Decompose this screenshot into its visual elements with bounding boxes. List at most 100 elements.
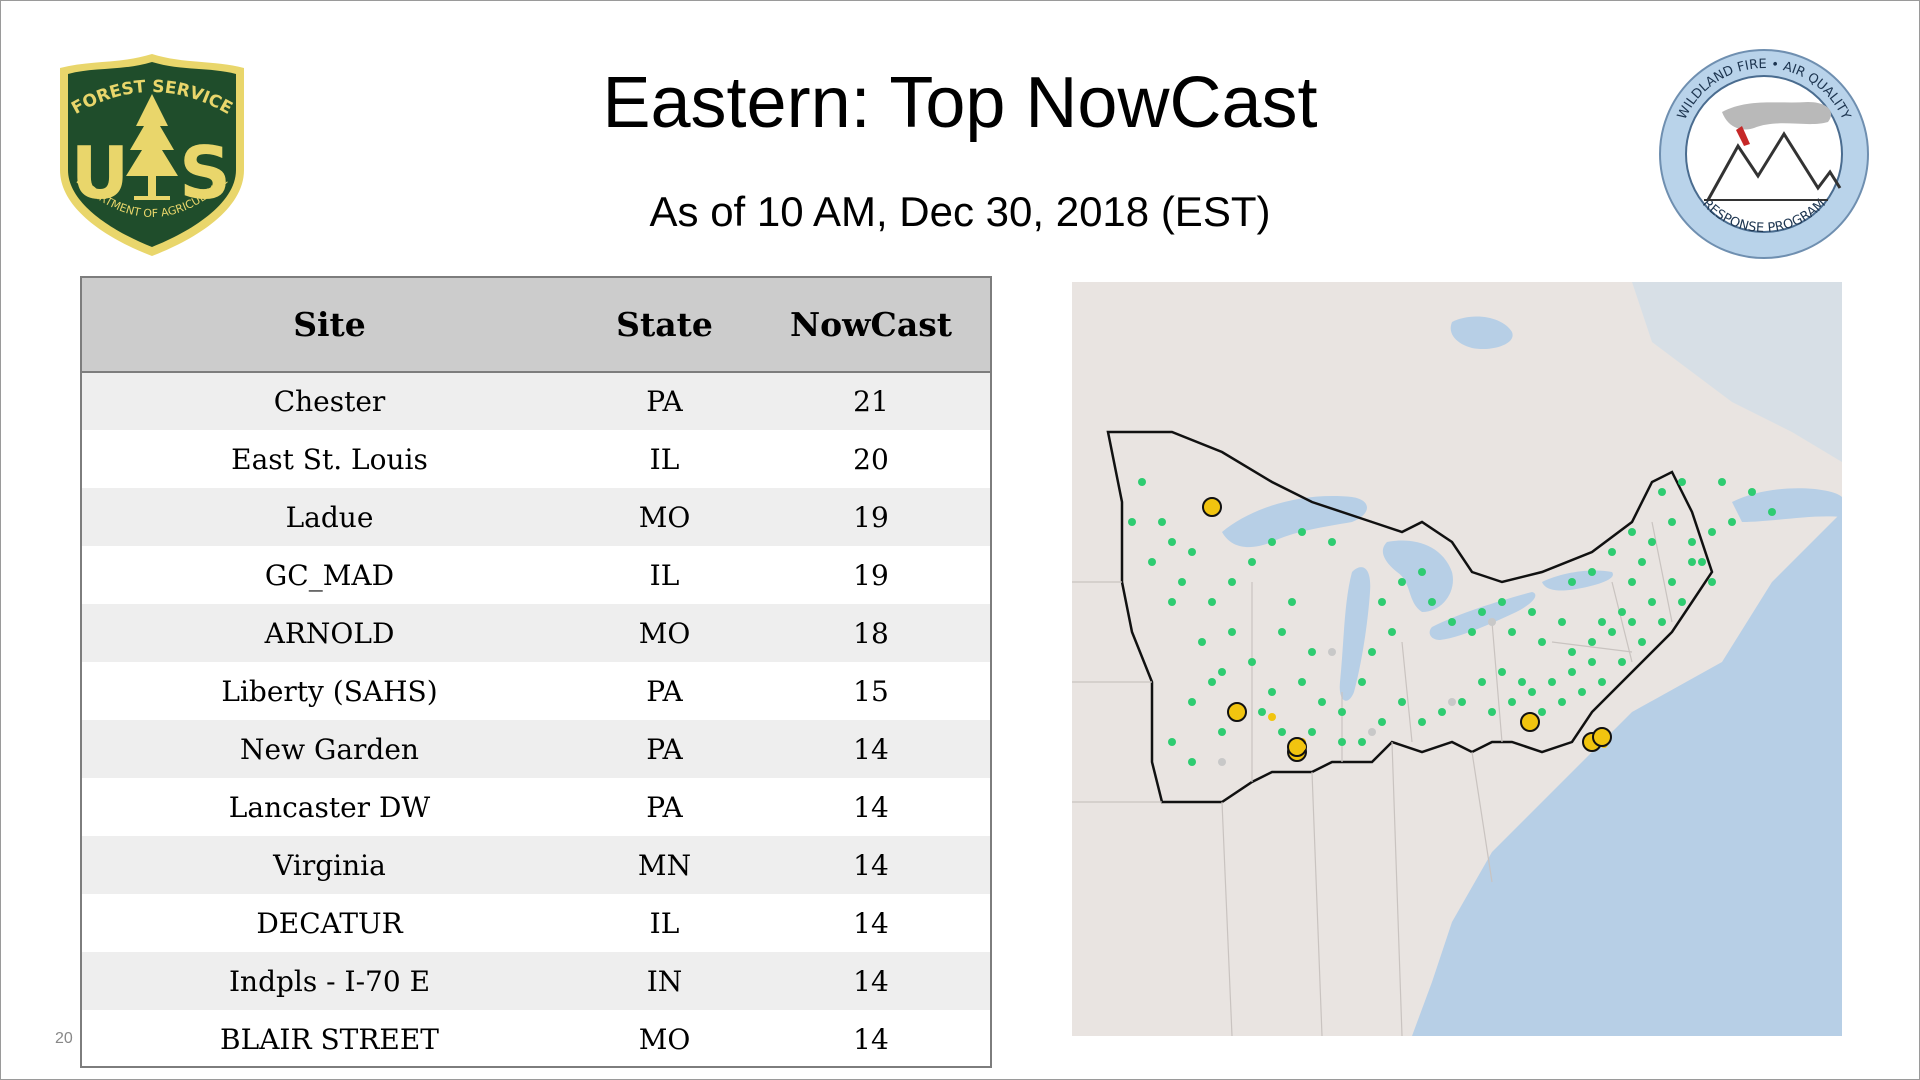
table-row: Chester PA 21 [82, 372, 990, 430]
monitor-marker-good [1708, 578, 1716, 586]
monitor-marker-good [1648, 598, 1656, 606]
table-row: Liberty (SAHS) PA 15 [82, 662, 990, 720]
table-row: GC_MAD IL 19 [82, 546, 990, 604]
cell-nowcast: 18 [853, 616, 889, 650]
cell-state: IL [649, 558, 680, 592]
cell-state: MO [638, 1022, 691, 1056]
monitor-marker-good [1398, 698, 1406, 706]
cell-site: Liberty (SAHS) [221, 674, 438, 708]
column-header-state: State [577, 278, 752, 373]
table-row: Ladue MO 19 [82, 488, 990, 546]
lake-erie [1429, 592, 1536, 640]
monitor-marker-good [1208, 678, 1216, 686]
monitor-marker-good [1608, 628, 1616, 636]
table-row: Indpls - I-70 E IN 14 [82, 952, 990, 1010]
monitor-marker-good [1368, 648, 1376, 656]
monitor-marker-moderate [1520, 712, 1540, 732]
cell-nowcast: 14 [853, 964, 889, 998]
cell-state: IN [646, 964, 683, 998]
monitor-marker-good [1298, 678, 1306, 686]
cell-nowcast: 14 [853, 732, 889, 766]
page-number: 20 [55, 1030, 73, 1047]
smoke-icon [1722, 102, 1832, 130]
cell-site: East St. Louis [231, 442, 428, 476]
monitor-marker-good [1568, 668, 1576, 676]
table-row: Lancaster DW PA 14 [82, 778, 990, 836]
monitor-marker-good [1158, 518, 1166, 526]
pine-tree-icon [126, 94, 178, 200]
monitor-marker-good [1568, 578, 1576, 586]
monitor-marker-good [1508, 628, 1516, 636]
monitor-marker-good [1308, 648, 1316, 656]
cell-nowcast: 19 [853, 558, 889, 592]
cell-state: PA [646, 674, 683, 708]
table-row: New Garden PA 14 [82, 720, 990, 778]
monitor-marker-good [1508, 698, 1516, 706]
monitor-marker-good [1128, 518, 1136, 526]
monitor-marker-good [1138, 478, 1146, 486]
monitor-marker-good [1308, 728, 1316, 736]
monitor-marker-good [1688, 558, 1696, 566]
monitor-marker-good [1518, 678, 1526, 686]
lake-huron [1382, 540, 1453, 612]
svg-text:S: S [179, 131, 231, 215]
monitor-marker-good [1548, 678, 1556, 686]
cell-nowcast: 14 [853, 906, 889, 940]
monitor-marker-good [1638, 558, 1646, 566]
page-title: Eastern: Top NowCast [602, 63, 1318, 143]
ocean-area [1412, 512, 1842, 1036]
monitor-marker-good [1168, 598, 1176, 606]
cell-state: MO [638, 500, 691, 534]
monitor-marker-moderate [1268, 713, 1276, 721]
table-row: BLAIR STREET MO 14 [82, 1010, 990, 1066]
monitor-marker-good [1628, 528, 1636, 536]
cell-nowcast: 14 [853, 790, 889, 824]
page-subtitle: As of 10 AM, Dec 30, 2018 (EST) [649, 188, 1271, 235]
monitor-marker-good [1678, 478, 1686, 486]
cell-nowcast: 14 [853, 848, 889, 882]
monitor-marker-good [1748, 488, 1756, 496]
monitor-marker-good [1488, 708, 1496, 716]
monitor-marker-good [1318, 698, 1326, 706]
nowcast-table: Site State NowCast Chester PA 21 East St. L… [80, 276, 992, 1068]
cell-site: Indpls - I-70 E [228, 964, 431, 998]
cell-site: GC_MAD [264, 558, 395, 592]
monitor-marker-good [1668, 518, 1676, 526]
monitor-marker-good [1478, 678, 1486, 686]
monitor-marker-good [1588, 658, 1596, 666]
monitor-marker-good [1378, 598, 1386, 606]
cell-state: IL [649, 442, 680, 476]
monitor-marker-good [1378, 718, 1386, 726]
monitor-marker-good [1528, 608, 1536, 616]
cell-site: Lancaster DW [228, 790, 431, 824]
monitor-marker-good [1338, 738, 1346, 746]
table-row: East St. Louis IL 20 [82, 430, 990, 488]
cell-site: Virginia [273, 848, 386, 882]
monitor-marker-good [1418, 568, 1426, 576]
monitor-marker-good [1208, 598, 1216, 606]
monitor-marker-good [1178, 578, 1186, 586]
monitor-marker-unavailable [1448, 698, 1456, 706]
cell-nowcast: 20 [853, 442, 889, 476]
monitor-map [1072, 282, 1842, 1036]
monitor-marker-moderate [1592, 727, 1612, 747]
monitor-marker-good [1188, 548, 1196, 556]
monitor-marker-good [1358, 678, 1366, 686]
cell-state: PA [646, 732, 683, 766]
cell-nowcast: 21 [853, 385, 889, 418]
monitor-marker-good [1258, 708, 1266, 716]
monitor-marker-good [1648, 538, 1656, 546]
monitor-marker-moderate [1298, 743, 1306, 751]
state-lines [1072, 521, 1673, 1036]
monitor-marker-good [1568, 648, 1576, 656]
monitor-marker-good [1288, 598, 1296, 606]
column-header-nowcast: NowCast [752, 278, 990, 373]
monitor-marker-good [1298, 528, 1306, 536]
monitor-marker-good [1438, 708, 1446, 716]
monitor-marker-good [1268, 538, 1276, 546]
monitor-marker-good [1228, 628, 1236, 636]
monitor-marker-good [1728, 518, 1736, 526]
monitor-marker-good [1598, 618, 1606, 626]
monitor-marker-moderate [1208, 503, 1216, 511]
cell-site: DECATUR [256, 906, 403, 940]
